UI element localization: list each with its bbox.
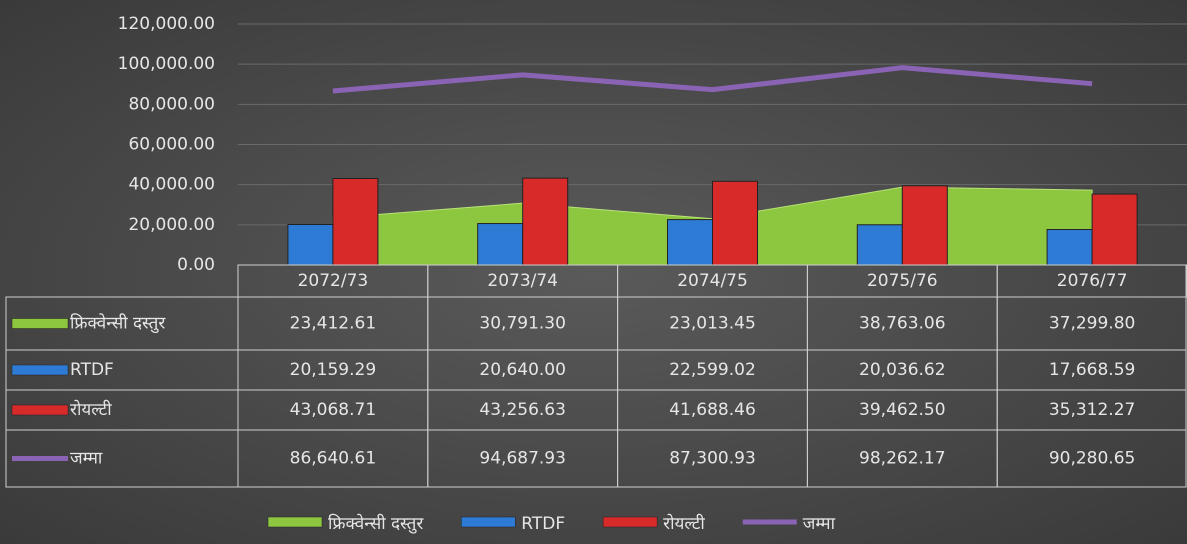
legend-label: जम्मा: [803, 514, 836, 534]
bar: [667, 219, 713, 266]
table-value: 43,068.71: [290, 400, 377, 420]
bar: [332, 178, 379, 266]
x-tick-label: 2073/74: [487, 271, 558, 291]
legend: फ्रिक्वेन्सी दस्तुर RTDF रोयल्टी जम्मा: [267, 513, 836, 534]
table-value: 39,462.50: [859, 400, 946, 420]
y-tick-label: 60,000.00: [128, 135, 215, 155]
x-tick-label: 2072/73: [298, 271, 369, 291]
bar: [712, 180, 758, 266]
table-value: 37,299.80: [1049, 314, 1136, 334]
legend-marker: [11, 364, 69, 376]
bar: [477, 223, 524, 266]
table-value: 23,013.45: [669, 314, 756, 334]
bar: [901, 185, 948, 266]
legend-marker: [11, 318, 69, 329]
legend-marker: [11, 404, 69, 416]
table-value: 35,312.27: [1049, 400, 1136, 420]
table-value: 86,640.61: [290, 449, 377, 469]
legend-marker: [602, 516, 658, 528]
table-value: 98,262.17: [859, 449, 946, 469]
table-value: 87,300.93: [669, 449, 756, 469]
table-value: 20,640.00: [479, 360, 566, 380]
table-value: 22,599.02: [669, 360, 756, 380]
table-value: 41,688.46: [669, 400, 756, 420]
y-tick-label: 20,000.00: [128, 215, 215, 235]
table-cell: [996, 429, 1187, 488]
x-tick-label: 2076/77: [1057, 271, 1128, 291]
table-series-name: RTDF: [70, 360, 114, 380]
bar: [856, 224, 903, 266]
legend-marker: [461, 516, 516, 528]
y-tick-label: 100,000.00: [118, 54, 215, 74]
legend-label: RTDF: [521, 514, 565, 534]
bar: [1046, 229, 1093, 266]
bar: [522, 177, 569, 266]
y-tick-label: 80,000.00: [128, 94, 215, 114]
y-tick-label: 120,000.00: [118, 14, 215, 34]
table-value: 90,280.65: [1049, 449, 1136, 469]
bar: [1091, 193, 1138, 266]
y-tick-label: 40,000.00: [128, 175, 215, 195]
legend-marker: [267, 516, 323, 528]
legend-label: फ्रिक्वेन्सी दस्तुर: [328, 513, 424, 534]
table-value: 20,036.62: [859, 360, 946, 380]
table-value: 38,763.06: [859, 314, 946, 334]
bar: [287, 224, 334, 266]
table-value: 17,668.59: [1049, 360, 1136, 380]
x-tick-label: 2075/76: [867, 271, 938, 291]
table-series-name: फ्रिक्वेन्सी दस्तुर: [70, 313, 166, 334]
table-value: 20,159.29: [290, 360, 377, 380]
table-value: 30,791.30: [479, 314, 566, 334]
legend-label: रोयल्टी: [663, 513, 705, 534]
table-value: 43,256.63: [479, 400, 566, 420]
line: [332, 65, 1093, 94]
table-value: 94,687.93: [479, 449, 566, 469]
x-tick-label: 2074/75: [677, 271, 748, 291]
y-tick-label: 0.00: [177, 255, 215, 275]
table-series-name: जम्मा: [70, 449, 103, 469]
table-series-name: रोयल्टी: [70, 399, 112, 420]
table-value: 23,412.61: [290, 314, 377, 334]
